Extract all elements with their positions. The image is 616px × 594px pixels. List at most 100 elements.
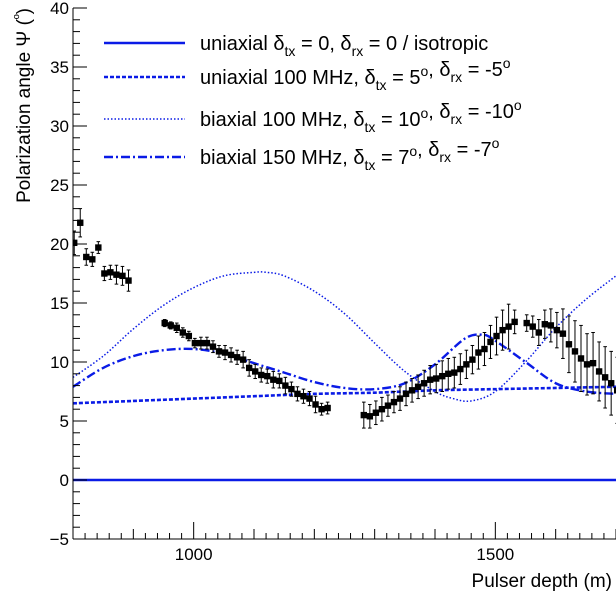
data-point xyxy=(239,350,247,369)
data-marker xyxy=(191,339,199,347)
data-point xyxy=(107,264,114,280)
data-marker xyxy=(601,374,609,381)
data-marker xyxy=(167,322,174,329)
legend-text-part: , δ xyxy=(428,59,450,81)
data-marker xyxy=(233,354,241,361)
data-point xyxy=(553,311,561,349)
data-point xyxy=(161,319,168,328)
data-point xyxy=(541,309,549,339)
data-points xyxy=(73,208,616,429)
data-marker xyxy=(245,364,253,372)
data-point xyxy=(191,337,199,349)
data-marker xyxy=(378,406,386,413)
data-marker xyxy=(589,359,597,367)
legend-superscript: o xyxy=(409,143,417,159)
data-marker xyxy=(565,341,573,348)
data-point xyxy=(209,340,217,354)
data-marker xyxy=(439,372,446,380)
data-point xyxy=(511,309,518,335)
data-marker xyxy=(324,404,331,412)
data-marker xyxy=(300,393,307,400)
legend-text-part: , δ xyxy=(428,101,450,123)
data-marker xyxy=(463,361,470,368)
legend-subscript: tx xyxy=(376,77,387,93)
data-point xyxy=(420,369,428,397)
data-point xyxy=(402,381,410,407)
data-point xyxy=(457,353,464,385)
data-marker xyxy=(607,380,615,387)
data-point xyxy=(390,391,398,414)
data-marker xyxy=(239,356,247,363)
data-marker xyxy=(529,323,536,330)
data-point xyxy=(185,330,193,342)
data-point xyxy=(523,314,530,332)
data-marker xyxy=(209,343,217,350)
data-point xyxy=(426,365,434,395)
data-point xyxy=(433,363,440,394)
data-point xyxy=(179,327,187,338)
data-marker xyxy=(535,329,542,336)
data-marker xyxy=(113,271,120,278)
data-marker xyxy=(77,219,84,226)
legend-superscript: o xyxy=(503,55,511,71)
data-point xyxy=(493,316,500,356)
data-point xyxy=(607,350,615,416)
data-marker xyxy=(426,376,434,383)
data-marker xyxy=(89,256,96,263)
legend-text-main: uniaxial δ xyxy=(200,33,285,55)
data-point xyxy=(119,265,126,286)
legend-subscript: rx xyxy=(451,111,463,127)
y-tick-label: 40 xyxy=(50,0,69,18)
data-point xyxy=(83,248,90,266)
data-marker xyxy=(227,351,235,359)
data-marker xyxy=(541,321,549,328)
data-point xyxy=(487,324,494,359)
data-point xyxy=(324,401,331,415)
data-marker xyxy=(420,380,428,387)
legend-text-main: biaxial 150 MHz, δ xyxy=(200,147,365,169)
data-point xyxy=(360,401,368,429)
data-marker xyxy=(493,332,500,340)
data-point xyxy=(318,402,325,416)
legend-subscript: tx xyxy=(285,43,296,59)
legend-text-part: = -7 xyxy=(451,139,492,161)
data-point xyxy=(294,386,301,402)
legend-subscript: rx xyxy=(352,43,364,59)
data-marker xyxy=(433,375,440,382)
y-tick-label: 10 xyxy=(50,353,69,372)
data-point xyxy=(547,308,555,343)
data-point xyxy=(258,367,265,383)
data-marker xyxy=(252,368,259,375)
data-marker xyxy=(73,239,78,247)
data-point xyxy=(300,388,307,404)
y-tick-label: 35 xyxy=(50,58,69,77)
data-point xyxy=(233,349,241,365)
data-point xyxy=(276,373,283,389)
x-tick-label: 1500 xyxy=(476,545,514,564)
data-marker xyxy=(294,390,301,398)
data-point xyxy=(414,374,422,400)
legend-text-part: = 0, δ xyxy=(295,33,351,55)
legend-text-main: uniaxial 100 MHz, δ xyxy=(200,67,376,89)
legend-subscript: rx xyxy=(439,149,451,165)
data-marker xyxy=(414,383,422,390)
data-marker xyxy=(390,398,398,406)
data-marker xyxy=(258,371,265,379)
data-point xyxy=(221,344,229,361)
data-point xyxy=(95,241,102,254)
y-tick-label: 30 xyxy=(50,117,69,136)
axes: −5 0 5 10 15 20 25 30 35 40 1000 1500 xyxy=(50,0,616,564)
data-point xyxy=(396,386,404,411)
y-tick-label: 20 xyxy=(50,235,69,254)
data-marker xyxy=(83,253,90,261)
legend-text-part: = -5 xyxy=(462,59,503,81)
legend-subscript: tx xyxy=(365,157,376,173)
data-marker xyxy=(270,376,277,383)
y-tick-label: −5 xyxy=(50,530,69,549)
data-point xyxy=(173,322,180,333)
data-marker xyxy=(161,319,168,327)
data-marker xyxy=(107,269,114,276)
legend-subscript: tx xyxy=(365,119,376,135)
data-marker xyxy=(475,349,482,356)
data-marker xyxy=(571,348,579,355)
